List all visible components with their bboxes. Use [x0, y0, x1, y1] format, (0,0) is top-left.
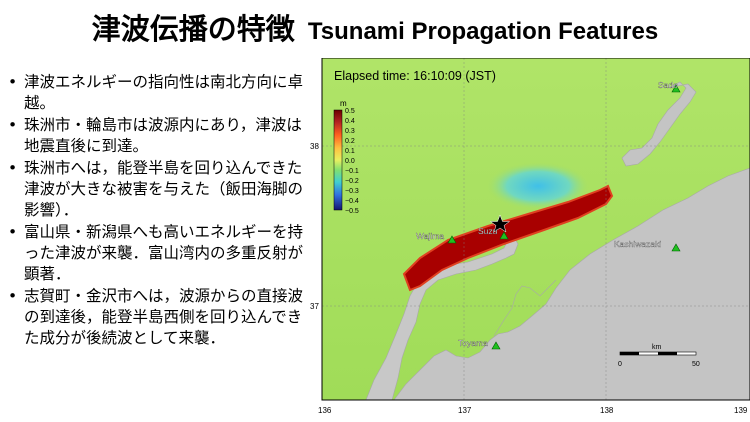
elapsed-time-label: Elapsed time: 16:10:09 (JST) [334, 69, 496, 83]
colorbar-tick: −0.1 [345, 168, 359, 175]
bullet-item: 珠洲市へは，能登半島を回り込んできた津波が大きな被害を与えた（飯田海脚の影響）． [6, 158, 306, 221]
negative-wave-patch [486, 162, 590, 210]
station-kashiwazaki: Kashiwazaki [614, 239, 681, 252]
colorbar-ramp [333, 109, 343, 211]
station-wajima: Wajima [416, 231, 457, 244]
bullet-item: 志賀町・金沢市へは，波源からの直接波の到達後，能登半島西側を回り込んできた成分が… [6, 286, 306, 349]
station-triangle-icon [671, 84, 681, 93]
station-label: Wajima [416, 231, 444, 241]
colorbar-tick: −0.2 [345, 178, 359, 185]
station-suzu: Suzu [478, 226, 509, 240]
map-frame [321, 57, 750, 401]
lon-label: 136 [318, 406, 332, 415]
slide-title: 津波伝播の特徴 Tsunami Propagation Features [0, 6, 750, 48]
lat-label: 37 [310, 302, 319, 311]
bullet-list: 津波エネルギーの指向性は南北方向に卓越。 珠洲市・輪島市は波源内にあり，津波は地… [6, 72, 306, 350]
colorbar-tick: 0.2 [345, 138, 355, 145]
station-label: Toyama [458, 338, 488, 348]
tsunami-map-figure: Elapsed time: 16:10:09 (JST) m 0.5 0.4 0… [308, 57, 750, 418]
station-label: Suzu [478, 226, 498, 236]
lon-label: 139 [734, 406, 748, 415]
station-triangle-icon [447, 235, 457, 244]
lon-label: 138 [600, 406, 614, 415]
colorbar-tick: 0.3 [345, 128, 355, 135]
colorbar-tick: 0.1 [345, 148, 355, 155]
colorbar-tick: 0.4 [345, 118, 355, 125]
colorbar-tick: −0.4 [345, 198, 359, 205]
title-japanese: 津波伝播の特徴 [91, 12, 295, 46]
scale-unit: km [652, 344, 662, 351]
station-triangle-icon [499, 231, 509, 240]
colorbar-tick: 0.0 [345, 158, 355, 165]
bullet-item: 津波エネルギーの指向性は南北方向に卓越。 [6, 72, 306, 114]
scale-end: 50 [692, 361, 700, 368]
colorbar-tick: −0.5 [345, 208, 359, 215]
tsunami-front [402, 184, 614, 292]
toyama-bay-coast [493, 279, 557, 337]
station-triangle-icon [671, 243, 681, 252]
colorbar-tick: 0.5 [345, 108, 355, 115]
title-english: Tsunami Propagation Features [307, 18, 659, 45]
colorbar: m 0.5 0.4 0.3 0.2 0.1 0.0 −0.1 −0.2 −0.3… [333, 99, 359, 215]
bullet-item: 富山県・新潟県へも高いエネルギーを持った津波が来襲．富山湾内の多重反射が顕著． [6, 222, 306, 285]
lat-label: 38 [310, 142, 319, 151]
lon-label: 137 [458, 406, 472, 415]
epicenter-star-icon [489, 214, 511, 233]
station-label: Sado [658, 80, 678, 90]
station-triangle-icon [491, 341, 501, 350]
sado-island [621, 81, 697, 167]
colorbar-tick: −0.3 [345, 188, 359, 195]
station-sado: Sado [658, 80, 681, 93]
colorbar-unit: m [340, 99, 347, 108]
station-toyama: Toyama [458, 338, 501, 350]
honshu-landmass [393, 167, 750, 401]
bullet-item: 珠洲市・輪島市は波源内にあり，津波は地震直後に到達。 [6, 115, 306, 157]
scale-bar: km 0 50 [618, 344, 700, 368]
scale-start: 0 [618, 361, 622, 368]
station-label: Kashiwazaki [614, 239, 661, 249]
